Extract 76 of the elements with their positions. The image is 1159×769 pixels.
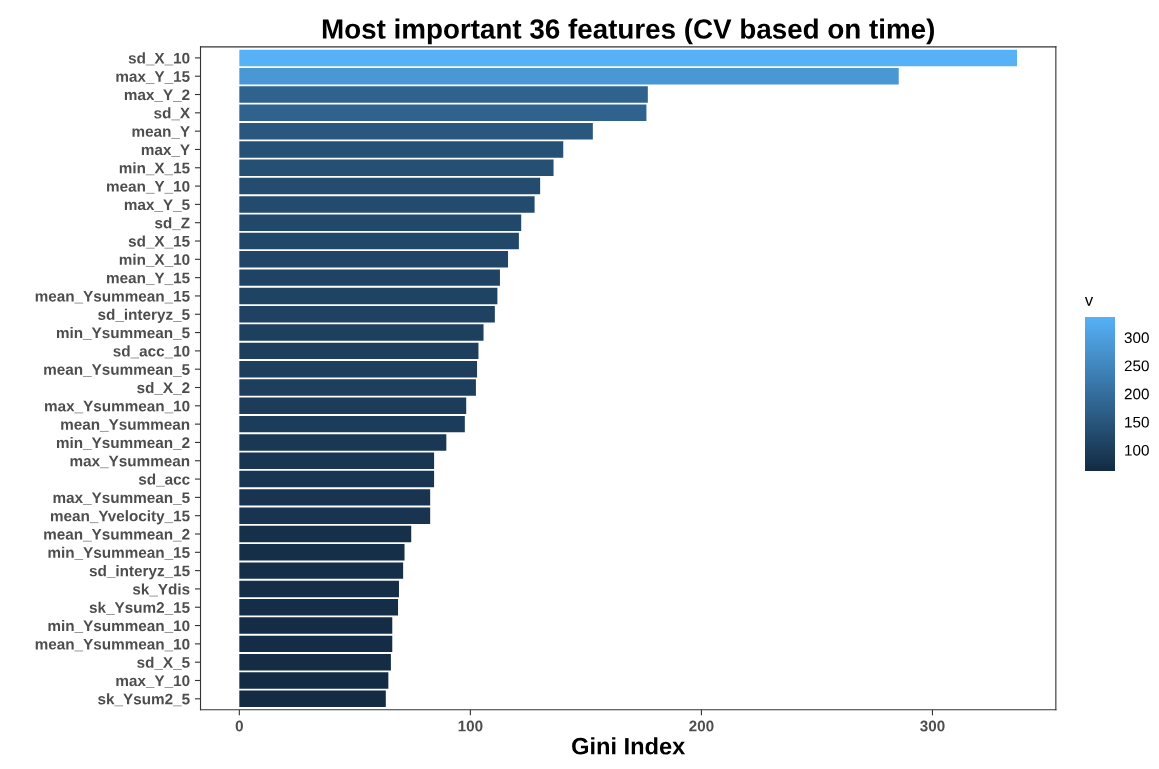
x-tick-label: 200 — [689, 720, 714, 732]
y-tick-label: sd_X_5 — [137, 656, 190, 670]
y-tick-label: mean_Y_15 — [107, 272, 190, 286]
bar — [239, 177, 541, 195]
bar — [239, 306, 495, 323]
color-bar-label: 200 — [1124, 388, 1149, 400]
y-tick-label: min_X_15 — [119, 162, 190, 176]
y-tick-label: mean_Ysummean_2 — [44, 528, 190, 542]
x-tick-label: 100 — [458, 720, 483, 732]
y-tick-label: sk_Ydis — [132, 583, 190, 597]
color-bar-label: 300 — [1124, 332, 1149, 344]
bar — [239, 470, 435, 488]
y-tick-label: min_Ysummean_10 — [48, 620, 190, 633]
y-tick-label: mean_Ysummean_5 — [44, 364, 190, 377]
bar — [239, 653, 391, 671]
bar — [239, 672, 389, 689]
y-tick-label: min_Ysummean_2 — [56, 436, 190, 450]
y-tick-label: sd_X_15 — [128, 235, 190, 249]
y-tick-label: sd_Z — [154, 217, 190, 231]
bar — [239, 690, 386, 708]
y-tick-label: max_Ysummean — [70, 455, 190, 469]
legend-title: v — [1084, 296, 1094, 306]
color-bar-label: 100 — [1125, 444, 1149, 456]
y-tick-label: max_Y_5 — [124, 199, 190, 212]
y-tick-label: mean_Y_10 — [107, 180, 190, 194]
y-tick-label: min_Ysummean_5 — [56, 327, 190, 340]
y-tick-label: sk_Ysum2_15 — [89, 601, 190, 615]
bar — [239, 122, 593, 140]
y-tick-label: min_X_10 — [119, 253, 190, 267]
bar — [239, 525, 412, 543]
bar — [239, 599, 399, 616]
bar — [239, 580, 399, 598]
bar — [239, 232, 519, 250]
bar — [239, 49, 1018, 67]
y-tick-label: max_Y_15 — [116, 71, 190, 84]
bar — [239, 415, 465, 433]
color-bar-label: 250 — [1124, 360, 1149, 372]
y-tick-label: sd_interyz_15 — [89, 565, 190, 580]
y-tick-label: max_Y_10 — [116, 675, 190, 688]
bar — [239, 104, 647, 122]
x-axis-title: Gini Index — [572, 737, 686, 755]
bar — [239, 324, 484, 341]
color-bar-label: 150 — [1125, 416, 1149, 428]
y-tick-label: max_Y — [141, 144, 190, 157]
chart-title: Most important 36 features (CV based on time) — [322, 18, 934, 45]
y-tick-label: mean_Ysummean_10 — [35, 638, 190, 652]
y-tick-label: sd_X_10 — [128, 52, 190, 66]
y-tick-label: sd_acc_10 — [113, 345, 190, 359]
bar — [239, 617, 393, 634]
y-tick-label: mean_Ysummean_15 — [35, 290, 190, 304]
y-tick-label: sd_interyz_5 — [98, 308, 190, 323]
y-tick-label: mean_Ysummean — [61, 419, 190, 432]
y-tick-label: mean_Yvelocity_15 — [50, 510, 190, 525]
bar — [239, 397, 467, 415]
bar — [239, 86, 648, 103]
y-tick-label: max_Y_2 — [124, 89, 190, 102]
y-tick-label: max_Ysummean_10 — [45, 400, 190, 414]
bar — [239, 287, 498, 305]
bar — [239, 452, 435, 469]
bar — [239, 141, 564, 158]
bar — [239, 434, 447, 451]
y-tick-label: sk_Ysum2_5 — [98, 693, 190, 707]
bar — [239, 379, 476, 396]
bar — [239, 67, 899, 85]
y-tick-label: mean_Y — [132, 126, 190, 139]
bar — [239, 342, 479, 360]
y-tick-label: min_Ysummean_15 — [48, 546, 190, 560]
bar — [239, 159, 554, 177]
y-tick-label: sd_X_2 — [137, 381, 190, 395]
y-tick-label: sd_acc — [138, 473, 190, 487]
y-tick-label: sd_X — [154, 107, 190, 121]
bar — [239, 360, 478, 378]
x-tick-label: 0 — [235, 720, 243, 732]
x-tick-label: 300 — [920, 720, 945, 732]
y-tick-label: max_Ysummean_5 — [53, 492, 190, 505]
bar — [239, 635, 393, 653]
